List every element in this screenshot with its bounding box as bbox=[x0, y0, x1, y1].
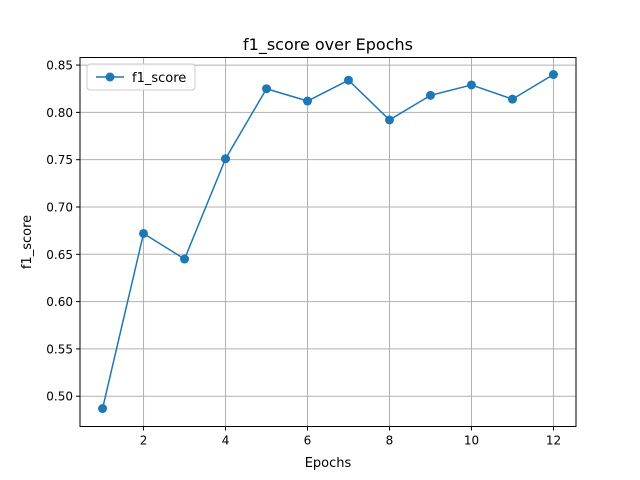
x-tick-label: 6 bbox=[304, 434, 312, 448]
x-axis-ticks: 2 4 6 8 10 12 bbox=[140, 426, 561, 448]
data-point bbox=[139, 228, 149, 238]
grid bbox=[80, 57, 576, 427]
data-point bbox=[384, 115, 394, 125]
data-point bbox=[221, 154, 231, 164]
y-tick-label: 0.50 bbox=[46, 390, 73, 404]
series-line-f1-score bbox=[101, 73, 554, 409]
x-tick-label: 10 bbox=[464, 434, 479, 448]
data-point bbox=[343, 75, 353, 85]
x-tick-label: 8 bbox=[386, 434, 394, 448]
y-tick-label: 0.60 bbox=[46, 295, 73, 309]
legend-marker-swatch bbox=[105, 72, 115, 82]
chart-title: f1_score over Epochs bbox=[243, 35, 413, 55]
data-point bbox=[425, 90, 435, 100]
x-axis-label: Epochs bbox=[305, 456, 352, 471]
x-tick-label: 4 bbox=[222, 434, 230, 448]
data-point bbox=[507, 94, 517, 104]
y-tick-label: 0.85 bbox=[46, 59, 73, 73]
y-tick-label: 0.70 bbox=[46, 200, 73, 214]
y-axis-label: f1_score bbox=[20, 215, 35, 269]
x-tick-label: 2 bbox=[140, 434, 148, 448]
y-tick-label: 0.55 bbox=[46, 342, 73, 356]
y-tick-label: 0.75 bbox=[46, 153, 73, 167]
legend-label: f1_score bbox=[132, 71, 186, 86]
data-point bbox=[466, 80, 476, 90]
y-tick-label: 0.80 bbox=[46, 106, 73, 120]
legend: f1_score bbox=[86, 63, 196, 91]
y-axis-ticks: 0.50 0.55 0.60 0.65 0.70 0.75 0.80 0.85 bbox=[46, 59, 80, 404]
legend-frame bbox=[86, 63, 196, 91]
y-tick-label: 0.65 bbox=[46, 248, 73, 262]
series-layer bbox=[98, 70, 558, 414]
data-point bbox=[98, 404, 108, 414]
data-point bbox=[303, 96, 313, 106]
plot-area-frame bbox=[79, 57, 577, 427]
x-tick-label: 12 bbox=[546, 434, 561, 448]
data-point bbox=[548, 70, 558, 80]
data-point bbox=[262, 84, 272, 94]
data-point bbox=[180, 254, 190, 264]
